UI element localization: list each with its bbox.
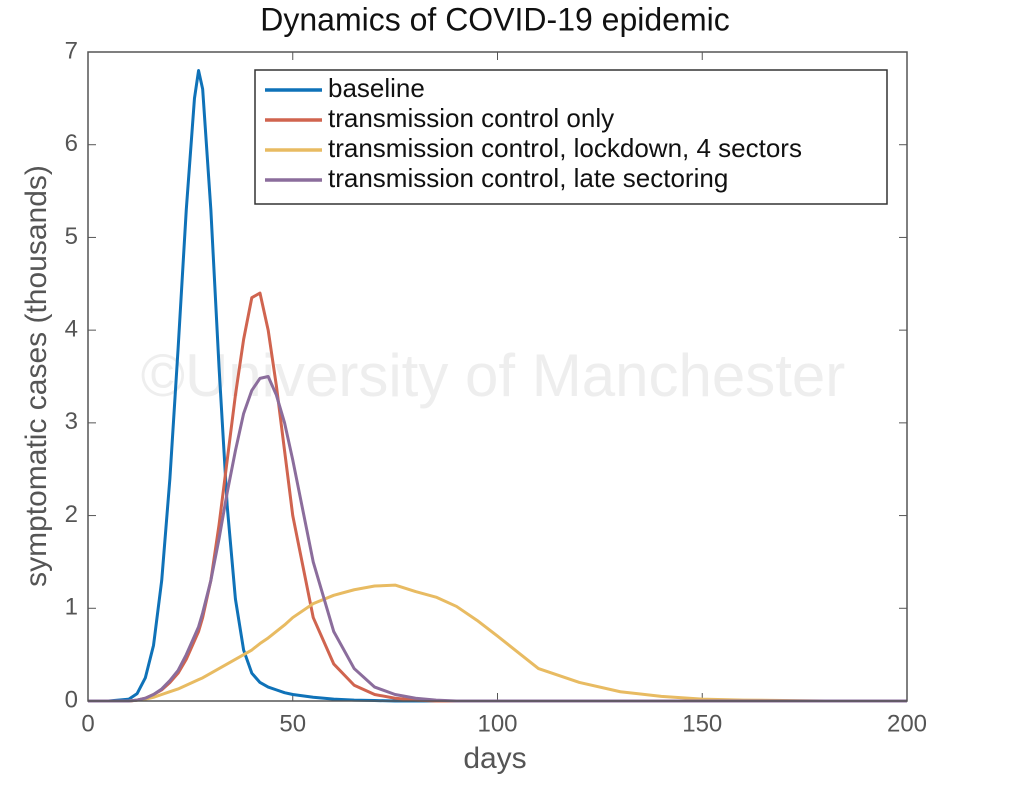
legend-label: transmission control, late sectoring xyxy=(328,163,728,193)
legend-box xyxy=(254,69,888,205)
legend-label: baseline xyxy=(328,73,425,103)
x-tick-label: 100 xyxy=(477,710,517,737)
x-tick-label: 200 xyxy=(887,710,927,737)
y-axis-label: symptomatic cases (thousands) xyxy=(20,165,53,587)
x-tick-label: 0 xyxy=(81,710,94,737)
plot-frame xyxy=(87,51,908,702)
legend-label: transmission control, lockdown, 4 sector… xyxy=(328,133,802,163)
watermark: ©University of Manchester xyxy=(141,342,845,409)
y-tick-label: 7 xyxy=(65,37,78,64)
series-line xyxy=(88,583,907,703)
legend-label: transmission control only xyxy=(328,103,614,133)
x-axis-label: days xyxy=(463,742,526,775)
y-tick-label: 0 xyxy=(65,686,78,713)
y-tick-label: 2 xyxy=(65,501,78,528)
chart-title: Dynamics of COVID-19 epidemic xyxy=(260,1,729,37)
y-tick-label: 4 xyxy=(65,315,78,342)
y-tick-label: 6 xyxy=(65,130,78,157)
y-tick-label: 5 xyxy=(65,223,78,250)
x-tick-label: 150 xyxy=(682,710,722,737)
y-tick-label: 1 xyxy=(65,594,78,621)
y-tick-label: 3 xyxy=(65,408,78,435)
x-tick-label: 50 xyxy=(279,710,306,737)
series-line xyxy=(88,375,907,703)
